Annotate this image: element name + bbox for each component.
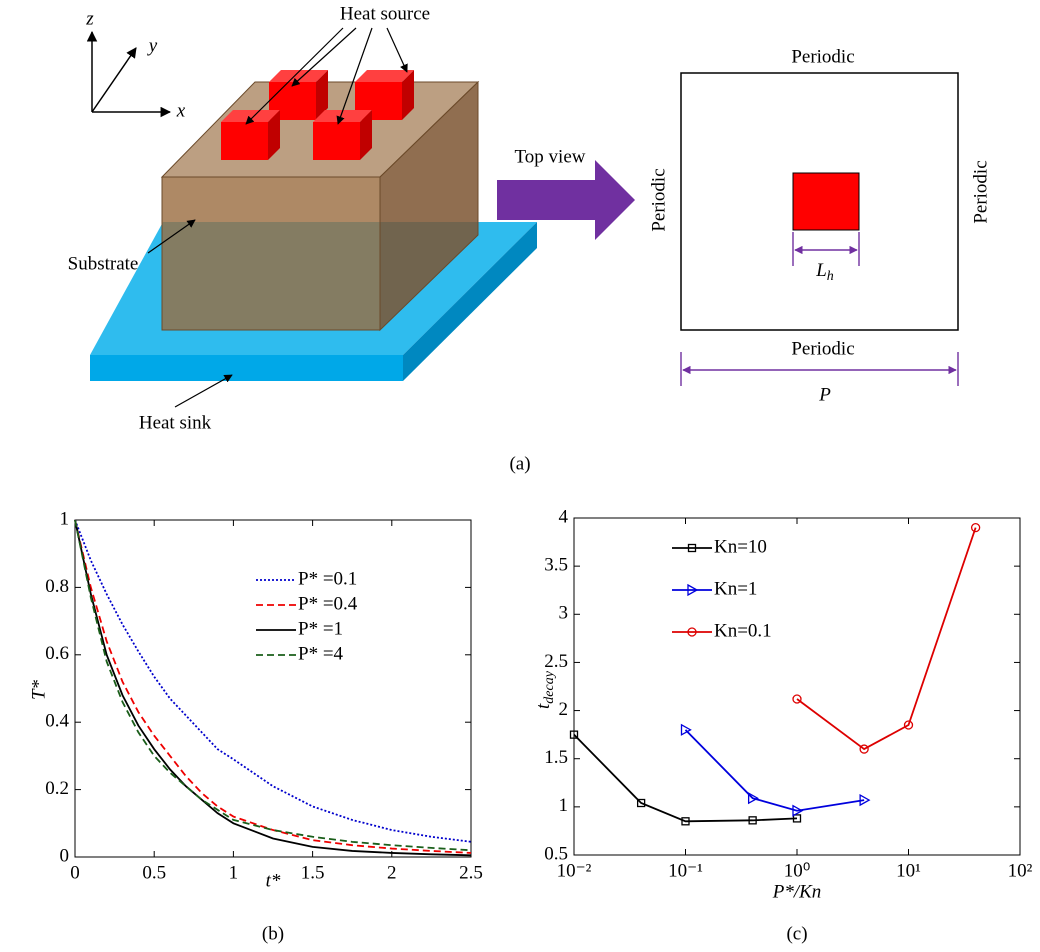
axes-triad bbox=[92, 32, 170, 112]
dimension-lines bbox=[681, 232, 958, 386]
boundary-label: Periodic bbox=[791, 46, 854, 67]
p-label: P bbox=[818, 384, 831, 405]
legend-label: Kn=0.1 bbox=[714, 620, 772, 641]
x-tick-label: 10² bbox=[1008, 860, 1033, 881]
figure: z y x Heat source Substrate Heat sink To… bbox=[0, 0, 1040, 952]
caption: (a) bbox=[509, 453, 530, 474]
y-tick-label: 0.2 bbox=[45, 778, 69, 799]
y-tick-label: 0.4 bbox=[45, 711, 69, 732]
y-axis-label: T* bbox=[28, 679, 49, 700]
legend-label: P* =0.1 bbox=[298, 568, 357, 589]
legend-label: Kn=10 bbox=[714, 536, 767, 557]
y-tick-label: 0.6 bbox=[45, 643, 69, 664]
legend-label: P* =4 bbox=[298, 643, 344, 664]
boundary-label: Periodic bbox=[648, 168, 669, 231]
x-tick-label: 1 bbox=[229, 862, 239, 883]
x-tick-label: 0.5 bbox=[142, 862, 166, 883]
y-tick-label: 1 bbox=[60, 508, 70, 529]
legend-label: Kn=1 bbox=[714, 578, 757, 599]
y-tick-label: 4 bbox=[559, 506, 569, 527]
caption: (c) bbox=[786, 923, 807, 944]
heat-source-top bbox=[793, 173, 859, 230]
boundary-label: Periodic bbox=[970, 160, 991, 223]
y-tick-label: 0.5 bbox=[544, 843, 568, 864]
lh-main: L bbox=[815, 260, 827, 281]
legend-label: P* =1 bbox=[298, 618, 343, 639]
caption: (b) bbox=[262, 923, 284, 944]
x-tick-label: 2 bbox=[387, 862, 397, 883]
y-tick-label: 0.8 bbox=[45, 576, 69, 597]
axis-label: x bbox=[176, 100, 186, 121]
plot-area bbox=[75, 520, 471, 857]
legend-label: P* =0.4 bbox=[298, 593, 358, 614]
y-tick-label: 1 bbox=[559, 795, 569, 816]
y-axis-label: tdecay bbox=[533, 670, 557, 709]
axis-label: z bbox=[85, 8, 94, 29]
x-tick-label: 10⁰ bbox=[784, 860, 811, 881]
y-tick-label: 0 bbox=[60, 845, 70, 866]
substrate-label: Substrate bbox=[68, 253, 139, 274]
y-tick-label: 1.5 bbox=[544, 747, 568, 768]
y-tick-label: 3.5 bbox=[544, 555, 568, 576]
plot-area bbox=[574, 518, 1020, 855]
x-axis-label: t* bbox=[266, 870, 281, 891]
y-tick-label: 3 bbox=[559, 603, 569, 624]
axis-label: y bbox=[147, 35, 158, 56]
lh-sub: h bbox=[827, 269, 834, 284]
x-tick-label: 2.5 bbox=[459, 862, 483, 883]
x-tick-label: 10⁻¹ bbox=[668, 860, 703, 881]
y-axis-label-sub: decay bbox=[542, 670, 557, 703]
x-tick-label: 0 bbox=[70, 862, 80, 883]
y-tick-label: 2 bbox=[559, 699, 569, 720]
heat-sink-label: Heat sink bbox=[139, 412, 212, 433]
x-tick-label: 10¹ bbox=[896, 860, 921, 881]
x-axis-label: P*/Kn bbox=[772, 881, 822, 902]
y-tick-label: 2.5 bbox=[544, 651, 568, 672]
top-view-label: Top view bbox=[515, 146, 586, 167]
heat-source-label: Heat source bbox=[340, 3, 430, 24]
lh-label: Lh bbox=[815, 260, 834, 284]
boundary-label: Periodic bbox=[791, 338, 854, 359]
x-tick-label: 1.5 bbox=[301, 862, 325, 883]
